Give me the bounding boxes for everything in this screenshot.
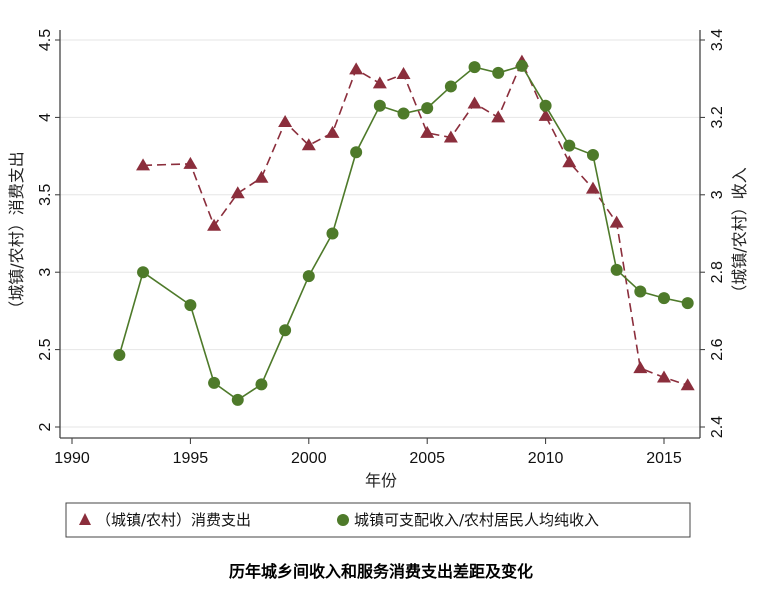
- legend-box: [65, 502, 691, 538]
- consumption-point: [538, 108, 553, 121]
- x-tick-label: 1990: [54, 450, 90, 467]
- consumption-point: [301, 138, 316, 151]
- y-left-tick-label: 4.5: [37, 29, 54, 51]
- legend-label-consumption: （城镇/农村）消费支出: [96, 511, 251, 529]
- y-right-tick-label: 3.4: [709, 29, 726, 51]
- consumption-point: [349, 62, 364, 75]
- y-right-tick-label: 3: [709, 190, 726, 199]
- income-point: [397, 107, 410, 120]
- income-point: [515, 59, 528, 72]
- x-tick-label: 2010: [528, 450, 564, 467]
- legend-label-income: 城镇可支配收入/农村居民人均纯收入: [354, 511, 599, 529]
- y-right-tick-label: 3.2: [709, 106, 726, 128]
- income-point: [113, 349, 126, 362]
- x-tick-label: 2015: [646, 450, 682, 467]
- consumption-point: [325, 125, 340, 138]
- x-tick-label: 1995: [173, 450, 209, 467]
- y-right-tick-label: 2.6: [709, 338, 726, 360]
- income-point: [468, 61, 481, 74]
- y-right-tick-label: 2.4: [709, 416, 726, 438]
- chart-title: 历年城乡间收入和服务消费支出差距及变化: [229, 562, 533, 581]
- consumption-point: [609, 215, 624, 228]
- x-tick-label: 2000: [291, 450, 327, 467]
- income-point: [586, 148, 599, 161]
- consumption-point: [207, 218, 222, 231]
- x-tick-label: 2005: [409, 450, 445, 467]
- consumption-point: [443, 130, 458, 143]
- income-point: [658, 292, 670, 305]
- consumption-point: [372, 76, 387, 89]
- consumption-point: [633, 361, 648, 374]
- y-axis-left-label: （城镇/农村）消费支出: [7, 151, 26, 316]
- legend-circle-marker: [337, 514, 349, 526]
- consumption-point: [491, 110, 506, 123]
- x-axis-label: 年份: [365, 471, 397, 490]
- income-point: [444, 80, 457, 93]
- income-point: [421, 102, 434, 115]
- legend-triangle-marker: [79, 513, 91, 525]
- y-left-tick-label: 3.5: [37, 184, 54, 206]
- income-point: [634, 285, 647, 298]
- income-point: [302, 270, 315, 283]
- consumption-line: [143, 59, 688, 386]
- consumption-point: [230, 186, 245, 199]
- y-left-tick-label: 2.5: [37, 338, 54, 360]
- y-left-tick-label: 2: [37, 422, 54, 431]
- income-point: [373, 99, 386, 112]
- income-point: [610, 263, 623, 276]
- income-point: [326, 227, 339, 240]
- y-right-tick-label: 2.8: [709, 261, 726, 283]
- income-point: [681, 297, 694, 310]
- y-left-tick-label: 3: [37, 268, 54, 277]
- consumption-point: [396, 67, 411, 80]
- income-point: [539, 99, 552, 112]
- income-point: [137, 266, 150, 279]
- y-axis-right-label: （城镇/农村）收入: [730, 167, 749, 300]
- income-point: [255, 378, 268, 391]
- consumption-point: [585, 181, 600, 194]
- consumption-point: [657, 370, 671, 383]
- consumption-point: [183, 156, 198, 169]
- y-left-tick-label: 4: [37, 113, 54, 122]
- income-point: [492, 66, 505, 79]
- consumption-point: [467, 96, 482, 109]
- income-point: [350, 146, 363, 159]
- consumption-point: [136, 158, 151, 171]
- income-point: [231, 393, 244, 406]
- income-point: [208, 376, 221, 389]
- consumption-point: [562, 155, 577, 168]
- income-point: [563, 139, 576, 152]
- income-point: [279, 324, 292, 337]
- consumption-point: [254, 170, 269, 183]
- consumption-point: [680, 378, 695, 391]
- consumption-point: [420, 125, 435, 138]
- income-point: [184, 299, 197, 312]
- consumption-point: [278, 115, 293, 128]
